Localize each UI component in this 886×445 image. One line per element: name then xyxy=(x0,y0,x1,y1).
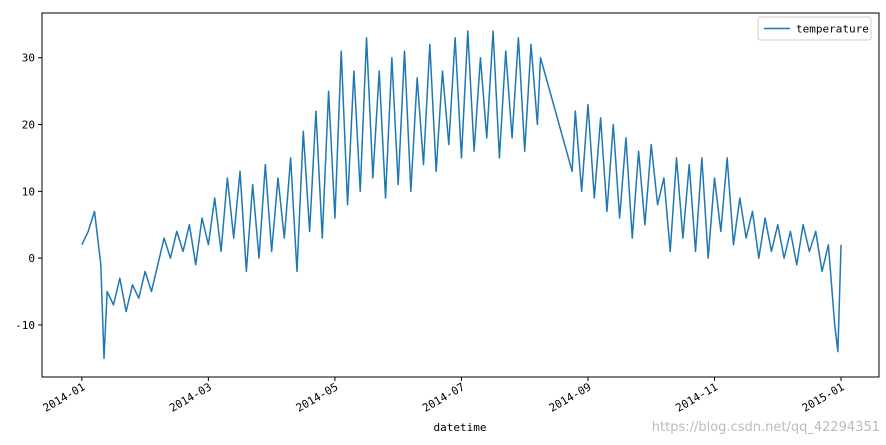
watermark: https://blog.csdn.net/qq_42294351 xyxy=(652,420,880,435)
x-tick-label: 2014-11 xyxy=(673,380,720,414)
x-tick-label: 2014-09 xyxy=(547,380,594,414)
x-tick-label: 2015-01 xyxy=(800,380,847,414)
y-tick-label: 0 xyxy=(28,252,35,265)
x-tick-label: 2014-07 xyxy=(420,380,467,414)
x-tick-label: 2014-03 xyxy=(167,380,214,414)
y-tick-label: 30 xyxy=(22,52,35,65)
y-tick-label: 10 xyxy=(22,185,35,198)
legend-label: temperature xyxy=(796,23,869,36)
y-tick-label: 20 xyxy=(22,119,35,132)
y-tick-label: -10 xyxy=(15,319,35,332)
x-tick-label: 2014-01 xyxy=(41,380,88,414)
x-tick-label: 2014-05 xyxy=(294,380,341,414)
x-axis-label: datetime xyxy=(434,421,487,434)
legend-box xyxy=(757,16,872,41)
plot-frame xyxy=(41,12,880,378)
line xyxy=(81,30,842,360)
